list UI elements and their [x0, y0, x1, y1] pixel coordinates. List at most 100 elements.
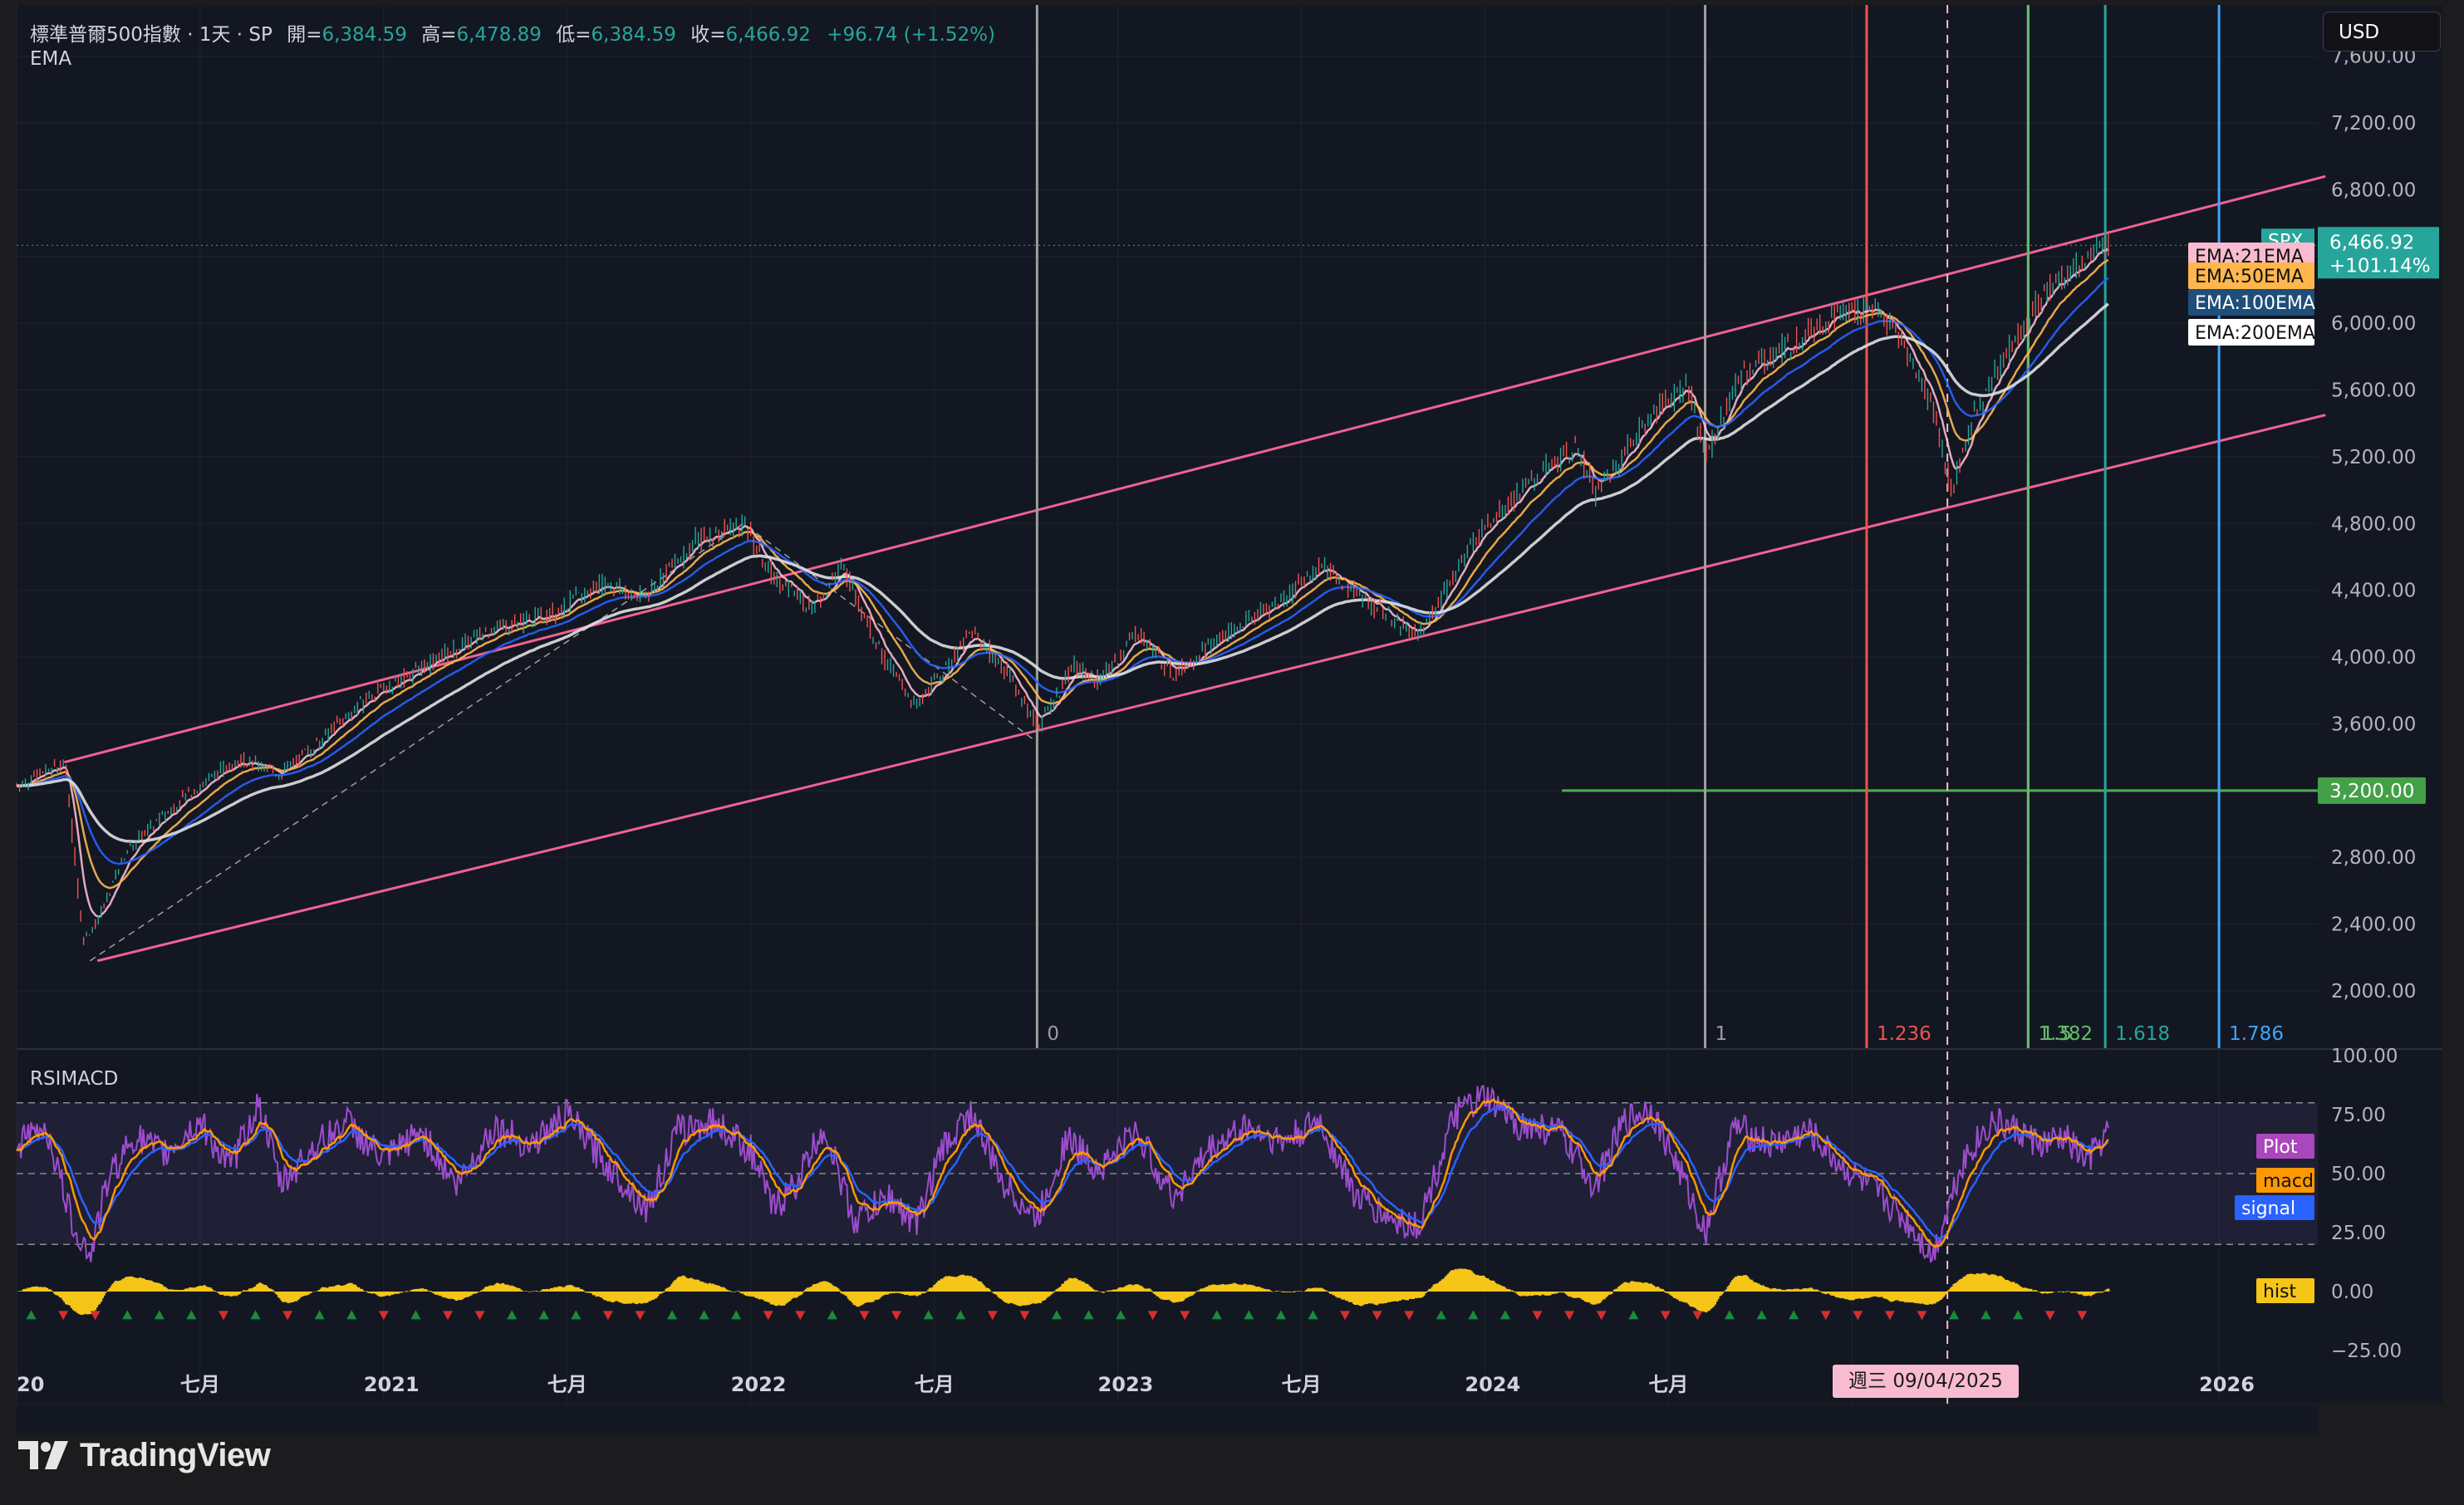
osc-series-tag [2256, 1168, 2314, 1193]
bull-cross-marker [1981, 1310, 1991, 1320]
currency-selector[interactable]: USD [2323, 12, 2441, 51]
bull-cross-marker [1724, 1310, 1735, 1320]
bull-cross-marker [1949, 1310, 1960, 1320]
tradingview-brand[interactable]: TradingView [18, 1430, 271, 1480]
bear-cross-marker [987, 1311, 998, 1321]
low-value: 6,384.59 [591, 24, 676, 46]
price-axis-tick: 4,400.00 [2331, 581, 2416, 602]
symbol-legend: 標準普爾500指數 · 1天 · SP 開=6,384.59 高=6,478.8… [30, 18, 995, 47]
osc-series-tag [2235, 1195, 2314, 1220]
bull-cross-marker [2013, 1310, 2024, 1320]
fib-time-label: 1.236 [1877, 1023, 1931, 1045]
bear-cross-marker [282, 1311, 293, 1321]
time-axis-tick: 2023 [1098, 1373, 1154, 1396]
bear-cross-marker [891, 1311, 902, 1321]
cross-markers [26, 1310, 2088, 1321]
time-axis-tick: 2021 [364, 1373, 420, 1396]
bear-cross-marker [635, 1311, 645, 1321]
bear-cross-marker [1019, 1311, 1030, 1321]
bull-cross-marker [1756, 1310, 1767, 1320]
bear-cross-marker [474, 1311, 485, 1321]
bear-cross-marker [2044, 1311, 2055, 1321]
price-axis-tick: 3,600.00 [2331, 713, 2416, 735]
osc-axis-tick: 75.00 [2331, 1105, 2386, 1126]
bull-cross-marker [827, 1310, 837, 1320]
ema-line [17, 302, 2109, 844]
bull-cross-marker [1628, 1310, 1639, 1320]
time-axis-tick: 七月 [1648, 1373, 1688, 1396]
bear-cross-marker [1660, 1311, 1671, 1321]
ema-tag [2188, 289, 2314, 316]
bull-cross-marker [1468, 1310, 1479, 1320]
bull-cross-marker [1275, 1310, 1286, 1320]
last-price-change: +101.14% [2329, 255, 2431, 277]
time-axis-tick: 七月 [547, 1373, 587, 1396]
fib-time-label: 1.786 [2229, 1023, 2284, 1045]
time-axis-tick: 七月 [915, 1373, 955, 1396]
bull-cross-marker [154, 1310, 164, 1320]
price-axis-tick: 2,400.00 [2331, 914, 2416, 936]
symbol-line: 標準普爾500指數 · 1天 · SP [30, 24, 272, 46]
bull-cross-marker [1116, 1310, 1126, 1320]
price-axis-tick: 5,600.00 [2331, 380, 2416, 402]
osc-series-tag [2256, 1278, 2314, 1303]
ema-tag-label: EMA:100EMA [2195, 293, 2315, 314]
bull-cross-marker [923, 1310, 934, 1320]
time-axis-tick: 2024 [1465, 1373, 1520, 1396]
bear-cross-marker [1596, 1311, 1607, 1321]
price-axis-tick: 7,200.00 [2331, 113, 2416, 135]
bull-cross-marker [26, 1310, 37, 1320]
bull-cross-marker [1083, 1310, 1094, 1320]
bear-cross-marker [1340, 1311, 1351, 1321]
time-axis-tick: 七月 [180, 1373, 220, 1396]
price-axis-tick: 5,200.00 [2331, 447, 2416, 468]
bull-cross-marker [1500, 1310, 1510, 1320]
ema-line [16, 258, 2109, 890]
bull-cross-marker [699, 1310, 709, 1320]
fib-time-label: 1.618 [2115, 1023, 2170, 1045]
indicator-label[interactable]: EMA [30, 48, 72, 70]
osc-series-label: macd [2263, 1171, 2314, 1192]
bull-cross-marker [1211, 1310, 1222, 1320]
close-label: 收= [690, 24, 726, 46]
bear-cross-marker [1404, 1311, 1415, 1321]
price-axis-tick: 4,800.00 [2331, 513, 2416, 535]
osc-axis-tick: −25.00 [2331, 1341, 2402, 1362]
bear-cross-marker [763, 1311, 773, 1321]
bear-cross-marker [859, 1311, 870, 1321]
bear-cross-marker [1884, 1311, 1895, 1321]
bear-cross-marker [1917, 1311, 1927, 1321]
price-axis-tick: 2,800.00 [2331, 847, 2416, 869]
last-price-value: 6,466.92 [2329, 232, 2414, 253]
bull-cross-marker [250, 1310, 261, 1320]
osc-axis-tick: 50.00 [2331, 1164, 2386, 1185]
channel-lower-line [96, 414, 2326, 963]
price-axis-pane [2318, 5, 2442, 1404]
fib-time-label: 1.5 [2041, 1023, 2072, 1045]
bear-cross-marker [1564, 1311, 1575, 1321]
dashed-trendline [89, 522, 1038, 962]
last-price-tag [2318, 227, 2439, 279]
bull-cross-marker [1436, 1310, 1446, 1320]
bull-cross-marker [507, 1310, 518, 1320]
osc-axis-tick: 100.00 [2331, 1046, 2398, 1067]
bear-cross-marker [602, 1311, 613, 1321]
fib-time-label: 0 [1047, 1023, 1059, 1045]
bear-cross-marker [795, 1311, 806, 1321]
bull-cross-marker [1308, 1310, 1318, 1320]
bear-cross-marker [2077, 1311, 2088, 1321]
bear-cross-marker [443, 1311, 454, 1321]
ema-line [16, 248, 2109, 918]
bear-cross-marker [58, 1311, 69, 1321]
open-value: 6,384.59 [321, 24, 407, 46]
bear-cross-marker [1532, 1311, 1543, 1321]
rsi-panel-title[interactable]: RSIMACD [30, 1068, 119, 1090]
time-axis-tick: 七月 [1281, 1373, 1321, 1396]
price-pane [17, 5, 2318, 1048]
high-label: 高= [421, 24, 457, 46]
price-axis-tick: 6,000.00 [2331, 313, 2416, 335]
bull-cross-marker [1244, 1310, 1254, 1320]
osc-axis-tick: 25.00 [2331, 1223, 2386, 1244]
close-value: 6,466.92 [725, 24, 811, 46]
level-3200-label: 3,200.00 [2329, 781, 2414, 802]
